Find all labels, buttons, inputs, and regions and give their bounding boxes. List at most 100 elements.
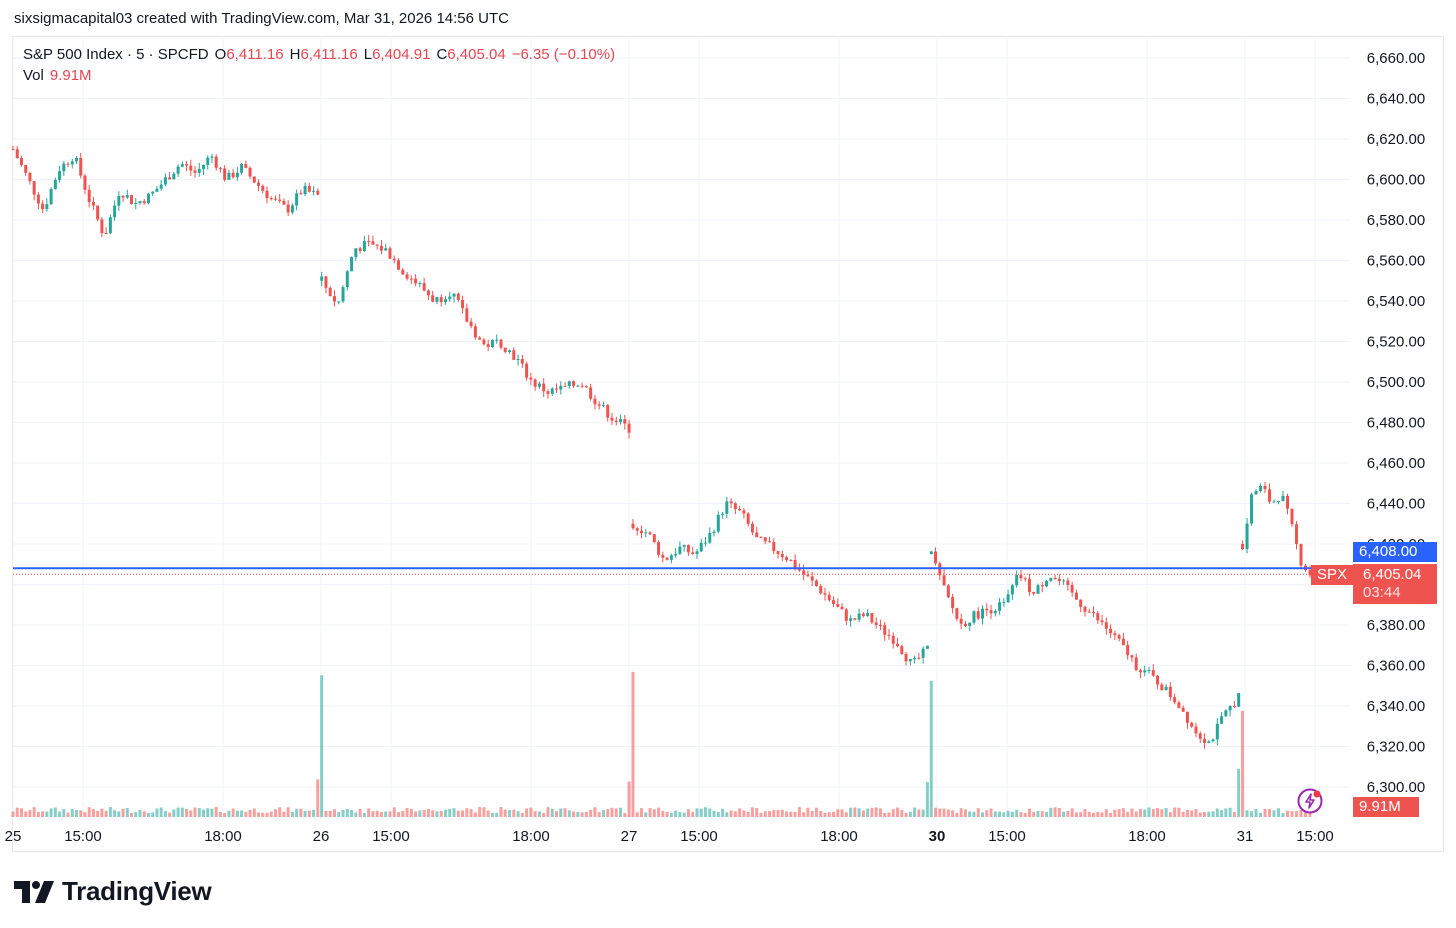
candle-body	[908, 659, 912, 662]
candle-body	[435, 297, 439, 302]
volume-bar	[1215, 808, 1219, 817]
candle-body	[789, 559, 793, 561]
y-tick-label: 6,660.00	[1367, 50, 1425, 67]
volume-bar	[146, 812, 150, 817]
candle-body	[1074, 592, 1078, 600]
x-tick-label: 25	[5, 828, 22, 845]
volume-bar	[1121, 808, 1125, 817]
x-tick-label: 18:00	[820, 828, 858, 845]
volume-bar	[823, 812, 827, 817]
volume-bar	[644, 812, 648, 817]
x-tick-label: 27	[621, 828, 638, 845]
candle-body	[563, 385, 567, 387]
volume-bar	[486, 810, 490, 817]
candle-body	[1117, 635, 1121, 639]
volume-bar	[942, 808, 946, 817]
candle-body	[883, 625, 887, 635]
candle-body	[121, 196, 125, 198]
candle-body	[896, 643, 900, 647]
candle-body	[1160, 684, 1164, 691]
volume-bar	[1126, 811, 1130, 817]
candle-body	[53, 179, 57, 190]
volume-bar	[193, 807, 197, 817]
volume-bar	[278, 807, 282, 817]
candle-body	[337, 301, 341, 303]
volume-bar	[74, 810, 78, 817]
volume-bar	[972, 811, 976, 817]
x-tick-label: 18:00	[512, 828, 550, 845]
volume-bar	[159, 807, 163, 817]
volume-bar	[512, 809, 516, 817]
volume-bar	[682, 812, 686, 817]
candle-body	[823, 593, 827, 595]
candle-body	[1295, 524, 1299, 545]
volume-bar	[286, 807, 290, 817]
volume-bar	[345, 809, 349, 817]
candle-body	[478, 337, 482, 340]
volume-bar	[1250, 811, 1254, 817]
volume-bar	[1045, 811, 1049, 817]
candle-body	[601, 404, 605, 406]
volume-bar	[763, 811, 767, 817]
volume-bar	[354, 812, 358, 817]
candle-body	[257, 182, 261, 186]
volume-bar	[431, 810, 435, 817]
candle-body	[231, 172, 235, 178]
candle-body	[1027, 578, 1031, 593]
candle-body	[597, 404, 601, 406]
candle-body	[985, 608, 989, 611]
volume-bar	[490, 812, 494, 817]
volume-bar	[15, 807, 19, 817]
volume-bar	[79, 810, 83, 817]
volume-bar	[1100, 812, 1104, 817]
volume-bar	[426, 808, 430, 817]
candle-body	[414, 278, 418, 284]
volume-bar	[567, 810, 571, 817]
volume-bar	[989, 808, 993, 817]
candle-body	[1010, 585, 1014, 595]
volume-bar	[550, 808, 554, 817]
lightning-icon[interactable]	[1297, 788, 1323, 814]
volume-bar	[627, 781, 631, 817]
volume-bar	[542, 812, 546, 817]
candle-body	[619, 419, 623, 423]
volume-bar	[1074, 812, 1078, 817]
logo-text: TradingView	[62, 876, 212, 906]
candle-body	[836, 604, 840, 607]
volume-bar	[11, 811, 15, 817]
candle-body	[1151, 670, 1155, 676]
candle-body	[1138, 670, 1142, 673]
ohlc-legend: S&P 500 Index · 5 · SPCFD O6,411.16 H6,411…	[23, 44, 621, 86]
volume-bar	[138, 810, 142, 817]
candle-body	[354, 248, 358, 258]
symbol-label[interactable]: S&P 500 Index · 5 · SPCFD	[23, 46, 209, 63]
tradingview-logo[interactable]: TradingView	[14, 876, 212, 907]
candle-body	[844, 609, 848, 621]
volume-bar	[691, 811, 695, 817]
volume-bar	[699, 808, 703, 817]
volume-bar	[516, 811, 520, 817]
volume-bar	[619, 807, 623, 817]
volume-bar	[45, 811, 49, 817]
candle-body	[610, 417, 614, 421]
volume-bar	[1147, 807, 1151, 817]
x-tick-label: 18:00	[1128, 828, 1166, 845]
volume-bar	[240, 810, 244, 817]
candle-body	[1194, 726, 1198, 734]
volume-bar	[1228, 807, 1232, 817]
y-tick-label: 6,500.00	[1367, 374, 1425, 391]
candle-body	[712, 531, 716, 533]
candle-body	[117, 196, 121, 206]
candle-body	[299, 193, 303, 195]
candle-body	[1224, 710, 1228, 717]
candle-body	[193, 170, 197, 173]
y-tick-label: 6,640.00	[1367, 91, 1425, 108]
volume-bar	[810, 810, 814, 817]
candle-body	[1023, 578, 1027, 580]
volume-bar	[312, 809, 316, 817]
volume-bar	[738, 808, 742, 817]
candle-body	[1143, 670, 1147, 673]
candle-body	[461, 300, 465, 309]
candle-body	[151, 191, 155, 194]
